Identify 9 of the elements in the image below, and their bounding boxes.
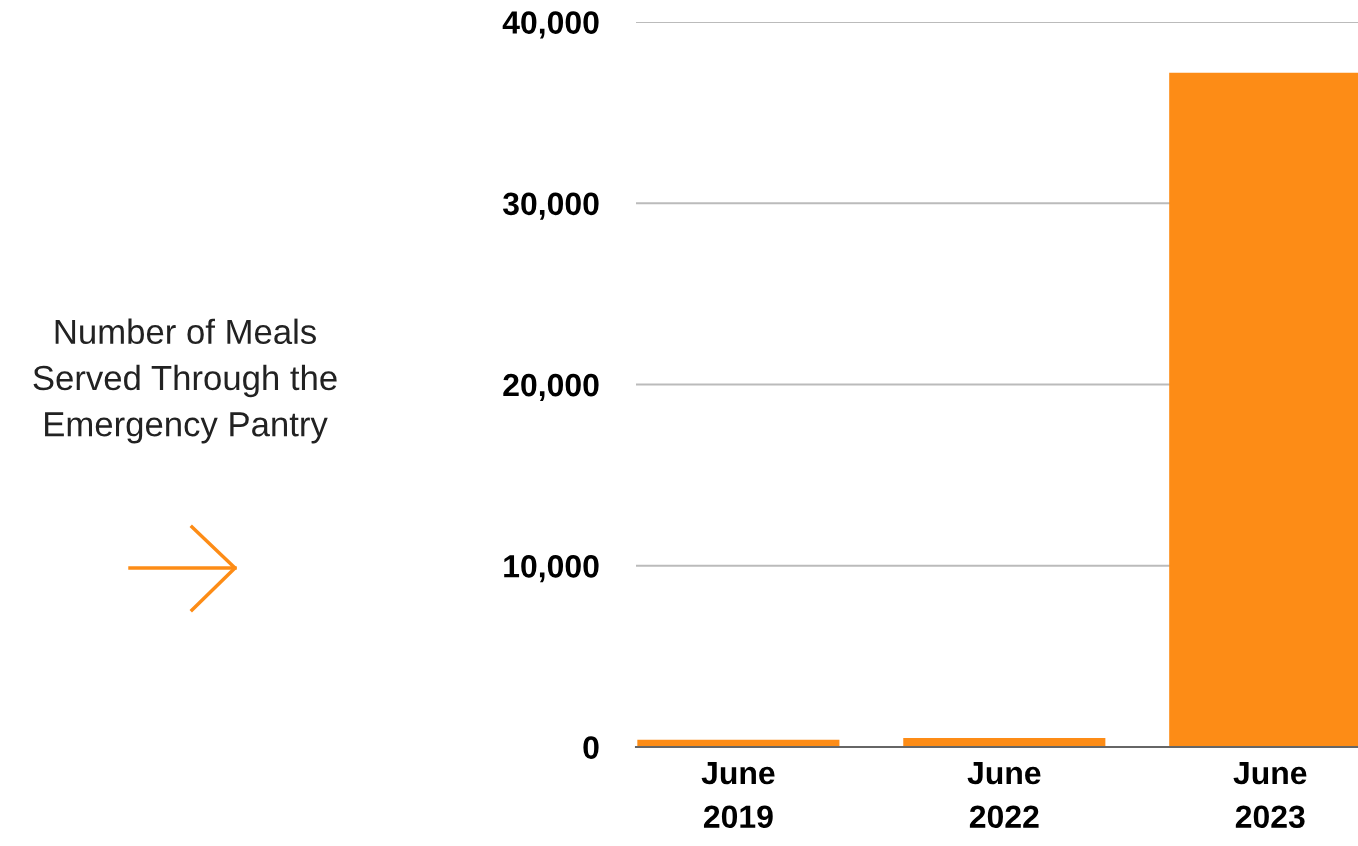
y-tick-label: 20,000	[503, 373, 599, 402]
x-tick-label: June 2022	[967, 762, 1041, 829]
text: Number of Meals Served Through the Emergency Pantry	[33, 318, 337, 444]
y-tick-label: 40,000	[502, 11, 599, 39]
x-tick-label: June 2023	[1233, 762, 1307, 829]
y-tick-label: 0	[583, 736, 599, 759]
y-tick-label: 10,000	[504, 555, 599, 583]
y-tick-label: 30,000	[502, 192, 599, 220]
x-tick-label: June 2019	[701, 762, 775, 829]
